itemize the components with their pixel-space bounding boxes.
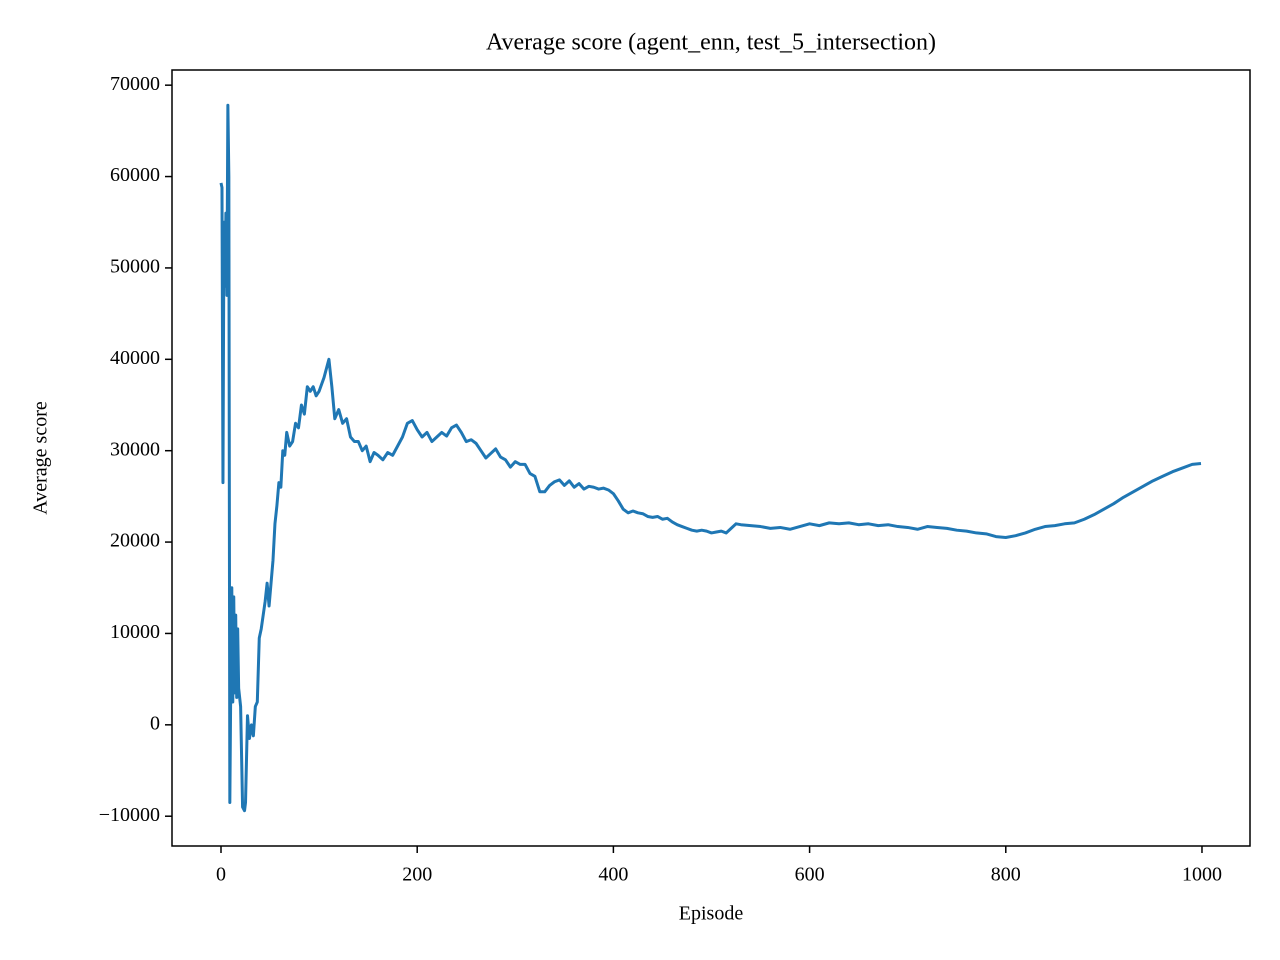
y-tick-label: −10000 — [99, 804, 160, 826]
y-tick-label: 60000 — [110, 164, 160, 186]
y-tick-label: 40000 — [110, 347, 160, 369]
x-tick-label: 200 — [402, 864, 432, 886]
plot-frame — [171, 69, 1251, 847]
y-tick-label: 0 — [150, 712, 160, 734]
chart-title: Average score (agent_enn, test_5_interse… — [486, 30, 936, 56]
x-tick-label: 800 — [991, 864, 1021, 886]
y-tick-label: 10000 — [110, 621, 160, 643]
x-tick-label: 1000 — [1182, 864, 1222, 886]
x-axis-label: Episode — [679, 903, 744, 925]
x-tick-label: 400 — [598, 864, 628, 886]
x-tick-label: 600 — [795, 864, 825, 886]
data-line — [219, 103, 1202, 813]
y-tick-label: 70000 — [110, 73, 160, 95]
y-tick-label: 30000 — [110, 438, 160, 460]
y-axis-label: Average score — [30, 401, 52, 515]
x-tick-label: 0 — [216, 864, 226, 886]
y-tick-label: 50000 — [110, 256, 160, 278]
y-tick-label: 20000 — [110, 530, 160, 552]
